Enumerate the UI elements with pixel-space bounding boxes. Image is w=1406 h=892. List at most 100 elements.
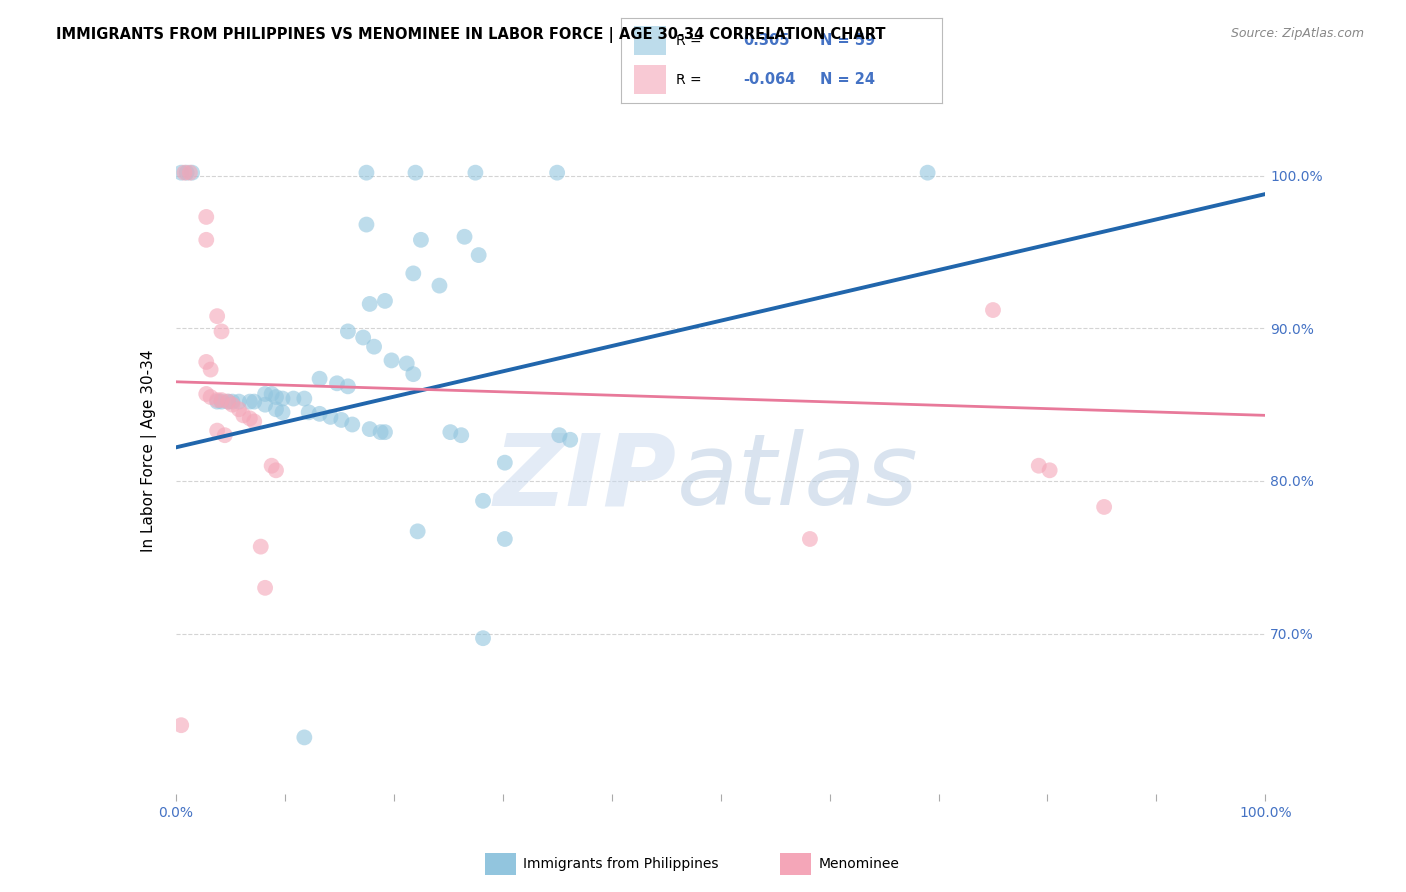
Text: Source: ZipAtlas.com: Source: ZipAtlas.com bbox=[1230, 27, 1364, 40]
Point bbox=[195, 387, 218, 401]
Point bbox=[1028, 458, 1050, 473]
Point bbox=[363, 340, 385, 354]
Point bbox=[260, 387, 283, 401]
Point bbox=[336, 379, 359, 393]
Text: 0.305: 0.305 bbox=[744, 33, 790, 48]
Text: -0.064: -0.064 bbox=[744, 72, 796, 87]
Point bbox=[450, 428, 472, 442]
Point bbox=[917, 166, 939, 180]
Bar bbox=[634, 65, 666, 95]
Text: R =: R = bbox=[676, 34, 706, 47]
Point bbox=[342, 417, 364, 432]
Point bbox=[221, 394, 243, 409]
Text: Menominee: Menominee bbox=[818, 857, 900, 871]
Point bbox=[214, 428, 236, 442]
Point bbox=[453, 229, 475, 244]
Text: N = 59: N = 59 bbox=[820, 33, 876, 48]
Bar bbox=[634, 27, 666, 55]
Point bbox=[195, 355, 218, 369]
Text: N = 24: N = 24 bbox=[820, 72, 875, 87]
Point bbox=[464, 166, 486, 180]
Point bbox=[205, 393, 228, 408]
Point bbox=[326, 376, 349, 391]
Point bbox=[319, 409, 342, 424]
Point bbox=[409, 233, 432, 247]
Point bbox=[264, 402, 287, 417]
Point bbox=[359, 297, 381, 311]
Text: atlas: atlas bbox=[678, 429, 918, 526]
Point bbox=[546, 166, 568, 180]
Text: Immigrants from Philippines: Immigrants from Philippines bbox=[523, 857, 718, 871]
Text: IMMIGRANTS FROM PHILIPPINES VS MENOMINEE IN LABOR FORCE | AGE 30-34 CORRELATION : IMMIGRANTS FROM PHILIPPINES VS MENOMINEE… bbox=[56, 27, 886, 43]
Point bbox=[170, 718, 193, 732]
Point bbox=[264, 463, 287, 477]
Point bbox=[374, 293, 396, 308]
Point bbox=[228, 402, 250, 417]
Point bbox=[439, 425, 461, 439]
Point bbox=[560, 433, 582, 447]
Point bbox=[264, 390, 287, 404]
Point bbox=[1039, 463, 1062, 477]
Point bbox=[405, 166, 427, 180]
Point bbox=[179, 166, 201, 180]
Point bbox=[232, 409, 254, 423]
Point bbox=[548, 428, 571, 442]
Point bbox=[239, 394, 262, 409]
Point bbox=[356, 166, 378, 180]
Point bbox=[472, 493, 495, 508]
Text: R =: R = bbox=[676, 73, 706, 87]
Point bbox=[308, 372, 330, 386]
Point bbox=[239, 411, 262, 425]
Point bbox=[352, 330, 374, 344]
Point bbox=[380, 353, 402, 368]
Point bbox=[359, 422, 381, 436]
Point bbox=[308, 407, 330, 421]
Point bbox=[170, 166, 193, 180]
Point bbox=[429, 278, 451, 293]
Point bbox=[195, 233, 218, 247]
Point bbox=[395, 356, 418, 370]
Text: ZIP: ZIP bbox=[494, 429, 678, 526]
Point bbox=[254, 581, 277, 595]
Point bbox=[292, 731, 315, 745]
Point bbox=[254, 387, 277, 401]
Point bbox=[467, 248, 489, 262]
Point bbox=[406, 524, 429, 539]
Point bbox=[211, 393, 233, 408]
Point bbox=[271, 405, 294, 419]
Point bbox=[254, 398, 277, 412]
Point bbox=[205, 394, 228, 409]
Point bbox=[494, 456, 516, 470]
Point bbox=[402, 267, 425, 281]
Point bbox=[402, 367, 425, 381]
Point bbox=[260, 458, 283, 473]
Point bbox=[181, 166, 204, 180]
Point bbox=[374, 425, 396, 439]
Point bbox=[1092, 500, 1115, 514]
Point bbox=[205, 309, 228, 323]
Point bbox=[336, 325, 359, 339]
Point bbox=[243, 414, 266, 428]
Point bbox=[211, 325, 233, 339]
Point bbox=[249, 540, 271, 554]
Point bbox=[370, 425, 392, 439]
Point bbox=[298, 405, 321, 419]
Point bbox=[217, 394, 239, 409]
Point bbox=[292, 392, 315, 406]
Point bbox=[356, 218, 378, 232]
Point bbox=[472, 631, 495, 645]
Point bbox=[243, 394, 266, 409]
Point bbox=[271, 392, 294, 406]
Y-axis label: In Labor Force | Age 30-34: In Labor Force | Age 30-34 bbox=[141, 349, 157, 552]
Point bbox=[330, 413, 353, 427]
Point bbox=[283, 392, 305, 406]
Point bbox=[494, 532, 516, 546]
Point bbox=[195, 210, 218, 224]
Point bbox=[221, 398, 243, 412]
Point bbox=[217, 394, 239, 409]
Point bbox=[176, 166, 198, 180]
Point bbox=[799, 532, 821, 546]
Point bbox=[200, 390, 222, 404]
Point bbox=[173, 166, 195, 180]
Point bbox=[211, 394, 233, 409]
